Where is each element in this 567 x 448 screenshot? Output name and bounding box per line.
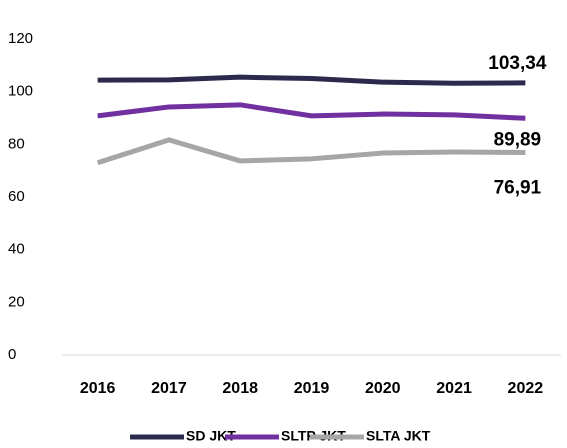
x-tick-label: 2021 [436, 380, 472, 397]
y-tick-label: 60 [8, 188, 25, 205]
y-tick-label: 120 [8, 30, 33, 47]
data-label: 76,91 [494, 177, 542, 198]
y-tick-label: 100 [8, 83, 33, 100]
y-tick-label: 20 [8, 293, 25, 310]
legend-label: SLTA JKT [366, 428, 431, 444]
y-tick-label: 40 [8, 241, 25, 258]
line-series [97, 102, 526, 121]
x-tick-label: 2019 [294, 380, 330, 397]
line-series [96, 137, 526, 166]
x-tick-label: 2020 [365, 380, 401, 397]
y-tick-label: 80 [8, 135, 25, 152]
x-tick-label: 2016 [80, 380, 116, 397]
x-tick-label: 2022 [508, 380, 544, 397]
data-label: 89,89 [494, 129, 542, 150]
legend-label: SD JKT [186, 428, 236, 444]
y-tick-label: 0 [8, 346, 16, 363]
x-tick-label: 2018 [222, 380, 258, 397]
data-label: 103,34 [488, 53, 547, 74]
x-tick-label: 2017 [151, 380, 187, 397]
line-series [97, 74, 526, 86]
